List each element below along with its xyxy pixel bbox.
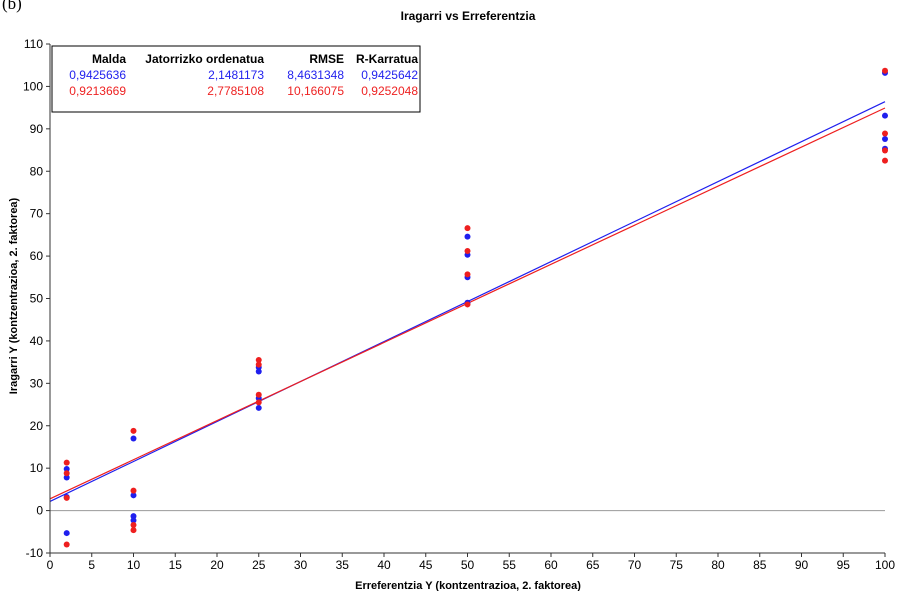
data-point-series-2 (464, 271, 471, 278)
x-tick-label: 15 (169, 558, 183, 572)
data-point-series-2 (882, 67, 888, 74)
data-point-series-2 (63, 470, 70, 477)
legend-value-series-1: 0,9425636 (69, 68, 126, 82)
legend-value-series-2: 10,166075 (287, 84, 344, 98)
data-point-series-1 (255, 404, 262, 411)
data-point-series-2 (63, 494, 70, 501)
legend-value-series-1: 0,9425642 (361, 68, 418, 82)
data-point-series-2 (63, 459, 70, 466)
data-point-series-2 (255, 361, 262, 368)
data-point-series-2 (63, 541, 70, 548)
y-axis-label: Iragarri Y (kontzentrazioa, 2. faktorea) (8, 197, 20, 394)
y-tick-label: 10 (30, 461, 44, 475)
x-tick-label: 65 (586, 558, 600, 572)
y-tick-label: 90 (30, 122, 44, 136)
data-point-series-2 (130, 427, 137, 434)
y-tick-label: 20 (30, 419, 44, 433)
data-point-series-2 (464, 225, 471, 232)
y-tick-label: 0 (36, 504, 43, 518)
y-tick-label: 100 (23, 79, 43, 93)
y-tick-label: 110 (24, 37, 43, 51)
data-point-series-2 (130, 487, 137, 494)
legend-value-series-2: 0,9213669 (69, 84, 126, 98)
x-tick-label: 90 (795, 558, 809, 572)
legend-header: Jatorrizko ordenatua (145, 52, 264, 66)
data-point-series-2 (130, 522, 137, 529)
y-tick-label: 80 (30, 164, 44, 178)
x-tick-label: 100 (875, 558, 895, 572)
stats-legend: Malda Jatorrizko ordenatua RMSE R-Karratua 0… (51, 45, 421, 113)
x-tick-label: 10 (127, 558, 141, 572)
x-tick-label: 35 (336, 558, 350, 572)
data-point-series-1 (130, 435, 137, 442)
data-points-group (63, 67, 888, 548)
data-point-series-1 (255, 368, 262, 375)
x-tick-label: 25 (252, 558, 266, 572)
x-tick-label: 85 (753, 558, 767, 572)
data-point-series-1 (130, 517, 137, 524)
data-point-series-1 (63, 474, 70, 481)
x-tick-label: 0 (47, 558, 54, 572)
y-tick-label: 40 (30, 334, 44, 348)
x-tick-label: 75 (670, 558, 684, 572)
y-tick-label: 50 (30, 292, 44, 306)
x-tick-label: 70 (628, 558, 642, 572)
data-point-series-2 (255, 391, 262, 398)
data-point-series-1 (130, 492, 137, 499)
x-tick-label: 95 (837, 558, 851, 572)
ticks-group: 0 5 10 15 20 25 30 35 40 45 50 55 60 65 70 75 80 85 90 95 10… (23, 37, 895, 572)
data-point-series-1 (63, 466, 70, 473)
data-point-series-2 (882, 147, 888, 154)
data-point-series-2 (882, 130, 888, 137)
legend-value-series-2: 2,7785108 (207, 84, 264, 98)
data-point-series-2 (464, 301, 471, 308)
x-tick-label: 30 (294, 558, 308, 572)
data-point-series-1 (882, 136, 888, 143)
data-point-series-1 (464, 233, 471, 240)
legend-box (51, 45, 421, 113)
legend-value-series-2: 0,9252048 (361, 84, 418, 98)
legend-value-series-1: 2,1481173 (208, 68, 264, 82)
legend-value-series-1: 8,4631348 (287, 68, 344, 82)
x-tick-label: 20 (210, 558, 224, 572)
panel-label: (b) (2, 0, 22, 13)
legend-header: R-Karratua (356, 52, 418, 66)
x-tick-label: 80 (711, 558, 725, 572)
y-tick-label: 30 (30, 376, 44, 390)
y-tick-label: 60 (30, 249, 44, 263)
data-point-series-2 (464, 247, 471, 254)
x-tick-label: 40 (377, 558, 391, 572)
data-point-series-1 (63, 530, 70, 537)
legend-header: Malda (92, 52, 126, 66)
x-tick-label: 60 (544, 558, 558, 572)
x-tick-label: 55 (503, 558, 517, 572)
data-point-series-2 (882, 157, 888, 164)
x-tick-label: 45 (419, 558, 433, 572)
legend-header: RMSE (309, 52, 344, 66)
axes-group (49, 44, 885, 554)
x-tick-label: 5 (88, 558, 95, 572)
y-tick-label: 70 (30, 207, 44, 221)
data-point-series-1 (130, 513, 137, 520)
data-point-series-2 (255, 357, 262, 364)
data-point-series-1 (882, 112, 888, 119)
data-point-series-2 (130, 527, 137, 534)
x-tick-label: 50 (461, 558, 475, 572)
data-point-series-2 (255, 399, 262, 406)
x-axis-label: Erreferentzia Y (kontzentrazioa, 2. fakt… (355, 580, 581, 591)
y-tick-label: -10 (26, 546, 44, 560)
chart-title: Iragarri vs Erreferentzia (401, 9, 536, 23)
